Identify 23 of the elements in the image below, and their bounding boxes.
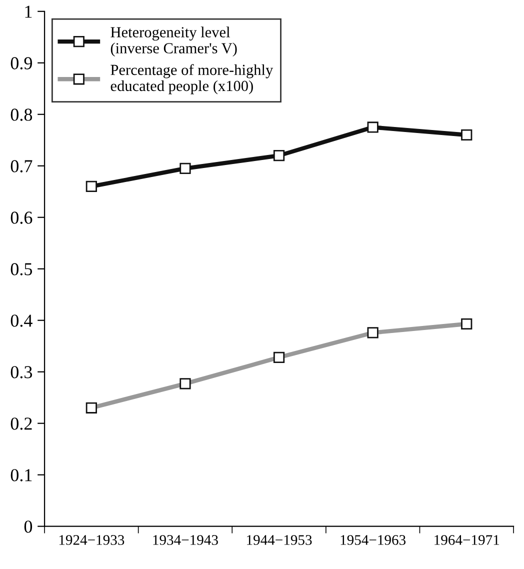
point (86, 180, 97, 192)
x-tick-label: 1944−1953 (247, 535, 312, 545)
point (461, 129, 472, 141)
y-tick-label: 0.7 (10, 160, 32, 172)
x-tick-label: 1964−1971 (434, 535, 500, 545)
x-tick-label: 1934−1943 (153, 535, 218, 545)
y-tick-label: 0.1 (10, 469, 32, 482)
point (273, 150, 285, 162)
y-tick-label: 0.9 (10, 57, 32, 70)
y-tick-label: 0.8 (10, 108, 32, 121)
y-tick-label: 0 (24, 520, 32, 533)
y-tick-label: 0.4 (10, 314, 32, 327)
point (367, 122, 378, 133)
legend-label: Percentage of more-highly educated people (x100) (110, 64, 274, 94)
y-tick-label: 1 (25, 6, 32, 18)
y-tick-label: 0.3 (10, 366, 32, 378)
point (180, 162, 191, 174)
legend-label: Heterogeneity level (inverse Cramer's V) (110, 26, 237, 57)
x-tick-label: 1954−1963 (340, 535, 406, 545)
y-tick-label: 0.5 (10, 263, 32, 276)
x-tick-label: 1924−1933 (59, 535, 124, 545)
y-tick-label: 0.2 (10, 418, 32, 430)
y-tick-label: 0.6 (10, 212, 32, 224)
